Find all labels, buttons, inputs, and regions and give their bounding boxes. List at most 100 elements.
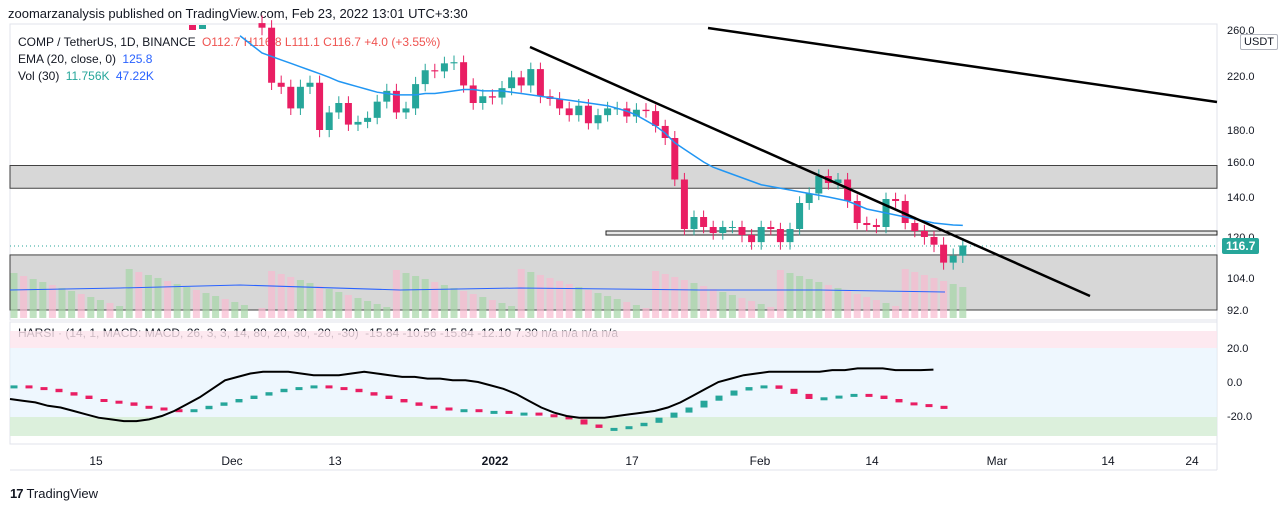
harsi-candle	[820, 397, 828, 401]
volume-bar	[221, 299, 229, 318]
candle-body	[728, 227, 736, 228]
harsi-candle	[895, 399, 903, 403]
time-tick-label: 15	[89, 454, 103, 468]
harsi-candle	[205, 405, 213, 410]
volume-bar	[892, 306, 900, 318]
candle-body	[815, 176, 823, 194]
harsi-candle	[505, 410, 513, 414]
harsi-candle	[145, 405, 153, 409]
volume-bar	[344, 295, 352, 318]
candle-body	[354, 121, 362, 125]
volume-bar	[556, 281, 564, 318]
volume-bar	[508, 306, 516, 318]
vol-value-2: 47.22K	[115, 69, 154, 83]
harsi-candle	[685, 407, 693, 413]
volume-bar	[776, 270, 784, 318]
harsi-candle	[160, 407, 168, 411]
candle-body	[189, 25, 196, 30]
harsi-candle	[535, 412, 543, 416]
harsi-candle	[385, 395, 393, 399]
candle-body	[623, 108, 631, 117]
harsi-candle	[730, 390, 738, 396]
candle-body	[565, 108, 573, 116]
candle-body	[805, 193, 813, 203]
volume-bar	[421, 279, 429, 318]
harsi-candle	[235, 399, 243, 403]
harsi-candle	[850, 393, 858, 397]
volume-bar	[652, 271, 660, 318]
harsi-candle	[280, 388, 288, 393]
candle-body	[594, 115, 602, 124]
volume-bar	[144, 275, 152, 318]
harsi-candle	[310, 385, 318, 389]
volume-bar	[872, 300, 880, 318]
price-tick-label: 180.0	[1227, 125, 1255, 137]
candle-body	[661, 125, 669, 138]
volume-bar	[173, 284, 181, 318]
candle-body	[786, 229, 794, 243]
candle-body	[863, 223, 871, 225]
candle-body	[556, 98, 564, 109]
price-tick-label: 160.0	[1227, 157, 1255, 169]
harsi-candle	[580, 419, 588, 425]
candle-body	[421, 70, 429, 85]
harsi-candle	[295, 387, 303, 391]
volume-bar	[604, 296, 612, 318]
volume-bar	[728, 295, 736, 318]
candle-body	[402, 108, 410, 113]
price-tick-label: 104.0	[1227, 273, 1255, 285]
ema-value: 125.8	[122, 52, 153, 66]
harsi-candle	[565, 416, 573, 420]
time-tick-label: 13	[328, 454, 342, 468]
candle-body	[604, 108, 612, 116]
candle-body	[335, 103, 343, 113]
harsi-candle	[865, 393, 873, 397]
volume-bar	[488, 300, 496, 318]
volume-bar	[786, 273, 794, 318]
volume-bar	[575, 287, 583, 318]
volume-bar	[863, 297, 871, 318]
candle-body	[920, 231, 928, 237]
harsi-candle	[790, 388, 798, 394]
support-resistance-zone	[9, 165, 1218, 189]
volume-bar	[58, 288, 66, 318]
candle-body	[536, 69, 544, 97]
harsi-candle	[640, 422, 648, 427]
volume-bar	[690, 283, 698, 318]
volume-bar	[901, 269, 909, 318]
candle-body	[584, 105, 592, 124]
volume-ma-line	[9, 284, 946, 293]
volume-bar	[920, 275, 928, 318]
footer-brand[interactable]: 17 TradingView	[10, 486, 98, 501]
harsi-candle	[805, 393, 813, 399]
tradingview-logo-icon: 17	[10, 486, 24, 501]
volume-bar	[796, 276, 804, 318]
volume-bar	[498, 303, 506, 318]
volume-bar	[940, 281, 948, 318]
harsi-candle	[595, 424, 603, 428]
brand-name: TradingView	[26, 486, 99, 501]
volume-bar	[183, 287, 191, 318]
candle-body	[844, 179, 852, 201]
volume-bar	[68, 291, 76, 318]
volume-bar	[287, 277, 295, 318]
volume-bar	[594, 293, 602, 318]
candle-body	[479, 96, 487, 103]
volume-bar	[834, 288, 842, 318]
candle-body	[392, 90, 400, 113]
candle-body	[700, 217, 708, 227]
volume-bar	[748, 301, 756, 318]
long-trendline	[707, 26, 1218, 104]
volume-bar	[202, 293, 210, 318]
candle-body	[834, 179, 842, 183]
volume-bar	[335, 292, 343, 318]
volume-bar	[277, 274, 285, 318]
volume-bar	[767, 307, 775, 318]
harsi-candle	[55, 388, 63, 393]
currency-label[interactable]: USDT	[1240, 34, 1278, 50]
candle-body	[796, 203, 804, 229]
vol-value-1: 11.756K	[65, 69, 110, 83]
volume-bar	[192, 290, 200, 318]
volume-bar	[116, 306, 124, 318]
